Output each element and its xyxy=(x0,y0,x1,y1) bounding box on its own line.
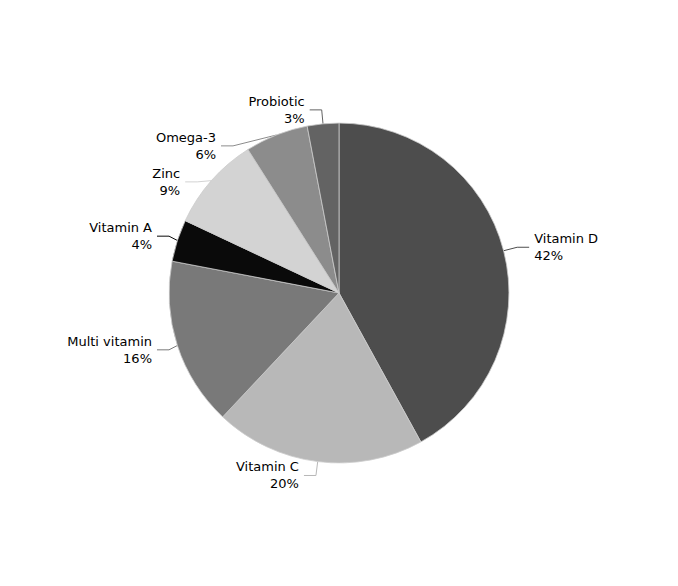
svg-text:4%: 4% xyxy=(131,237,152,252)
svg-text:Probiotic: Probiotic xyxy=(248,94,304,109)
svg-text:42%: 42% xyxy=(534,248,563,263)
svg-text:Omega-3: Omega-3 xyxy=(156,130,216,145)
svg-text:Vitamin C: Vitamin C xyxy=(236,459,299,474)
svg-text:16%: 16% xyxy=(123,351,152,366)
svg-text:3%: 3% xyxy=(284,111,305,126)
svg-text:Zinc: Zinc xyxy=(152,166,180,181)
svg-text:Vitamin A: Vitamin A xyxy=(89,220,152,235)
svg-text:Multi vitamin: Multi vitamin xyxy=(67,334,152,349)
svg-text:20%: 20% xyxy=(270,476,299,491)
svg-text:6%: 6% xyxy=(195,147,216,162)
svg-text:9%: 9% xyxy=(160,183,181,198)
svg-text:Vitamin D: Vitamin D xyxy=(534,231,598,246)
